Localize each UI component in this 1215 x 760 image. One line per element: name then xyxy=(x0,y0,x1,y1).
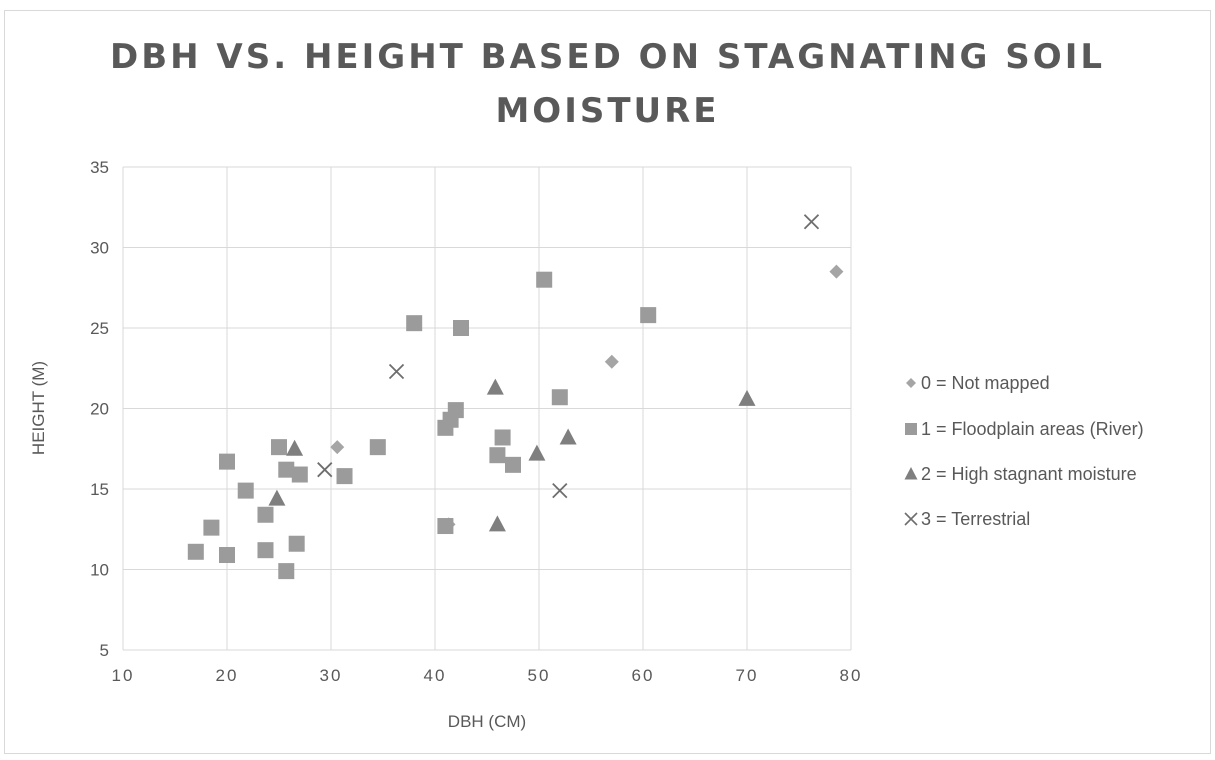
gridlines xyxy=(122,166,852,651)
y-tick-label: 25 xyxy=(90,319,109,338)
square-point xyxy=(437,518,454,535)
triangle-point xyxy=(286,439,304,456)
x-tick-label: 60 xyxy=(632,666,655,685)
legend-item: 3 = Terrestrial xyxy=(904,509,1030,529)
x-tick-label: 40 xyxy=(424,666,447,685)
square-point xyxy=(278,461,295,478)
triangle-point xyxy=(488,515,506,532)
legend-label: 0 = Not mapped xyxy=(921,373,1050,393)
square-point xyxy=(551,389,568,406)
diamond-point xyxy=(604,354,619,369)
square-point xyxy=(369,439,386,456)
x-tick-label: 20 xyxy=(216,666,239,685)
legend-item: 1 = Floodplain areas (River) xyxy=(905,419,1144,439)
chart-title: DBH VS. HEIGHT BASED ON STAGNATING SOIL … xyxy=(109,37,1106,131)
square-point xyxy=(494,429,511,446)
square-point xyxy=(453,320,469,336)
square-point xyxy=(489,447,506,464)
square-point xyxy=(219,453,235,470)
chart-area xyxy=(4,10,1211,754)
square-point xyxy=(237,482,254,499)
legend-label: 1 = Floodplain areas (River) xyxy=(921,419,1144,439)
square-point xyxy=(278,563,295,580)
x-point xyxy=(317,462,333,478)
square-point xyxy=(336,468,353,485)
diamond-point xyxy=(330,440,345,455)
series-x xyxy=(317,214,820,499)
triangle-point xyxy=(559,428,577,445)
square-point xyxy=(640,307,657,324)
legend-triangle-marker xyxy=(904,467,918,480)
square-point xyxy=(257,506,274,523)
square-point xyxy=(536,271,553,288)
legend-item: 2 = High stagnant moisture xyxy=(904,464,1137,484)
data-points xyxy=(187,214,844,580)
square-point xyxy=(219,547,235,564)
y-tick-label: 30 xyxy=(90,239,109,258)
x-tick-label: 10 xyxy=(112,666,135,685)
y-tick-label: 35 xyxy=(90,158,109,177)
triangle-point xyxy=(268,489,286,506)
legend-diamond-marker xyxy=(906,378,916,388)
series-square xyxy=(187,271,657,580)
y-axis-title: HEIGHT (M) xyxy=(29,361,48,455)
square-point xyxy=(291,466,308,483)
x-point xyxy=(552,482,568,499)
y-tick-label: 15 xyxy=(90,480,109,499)
square-point xyxy=(257,542,274,559)
square-point xyxy=(406,315,423,332)
y-tick-label: 10 xyxy=(90,561,109,580)
legend-label: 2 = High stagnant moisture xyxy=(921,464,1137,484)
y-tick-label: 20 xyxy=(90,400,109,419)
series-diamond xyxy=(330,264,844,532)
legend-label: 3 = Terrestrial xyxy=(921,509,1030,529)
x-point xyxy=(388,363,405,380)
square-point xyxy=(271,439,287,456)
square-point xyxy=(203,519,220,536)
x-point xyxy=(803,214,820,230)
legend: 0 = Not mapped 1 = Floodplain areas (Rive… xyxy=(904,373,1144,529)
x-tick-label: 30 xyxy=(320,666,343,685)
square-point xyxy=(288,535,305,552)
x-tick-label: 70 xyxy=(736,666,759,685)
series-triangle xyxy=(268,378,756,532)
x-tick-label: 50 xyxy=(528,666,551,685)
square-point xyxy=(505,456,521,473)
legend-square-marker xyxy=(905,423,917,435)
diamond-point xyxy=(829,264,844,279)
triangle-point xyxy=(528,444,546,461)
triangle-point xyxy=(738,389,756,406)
square-point xyxy=(447,402,464,419)
y-tick-label: 5 xyxy=(100,641,109,660)
x-tick-label: 80 xyxy=(840,666,863,685)
square-point xyxy=(187,543,204,560)
x-axis-title: DBH (CM) xyxy=(448,712,526,731)
legend-item: 0 = Not mapped xyxy=(906,373,1050,393)
triangle-point xyxy=(486,378,504,395)
legend-x-marker xyxy=(904,512,918,526)
